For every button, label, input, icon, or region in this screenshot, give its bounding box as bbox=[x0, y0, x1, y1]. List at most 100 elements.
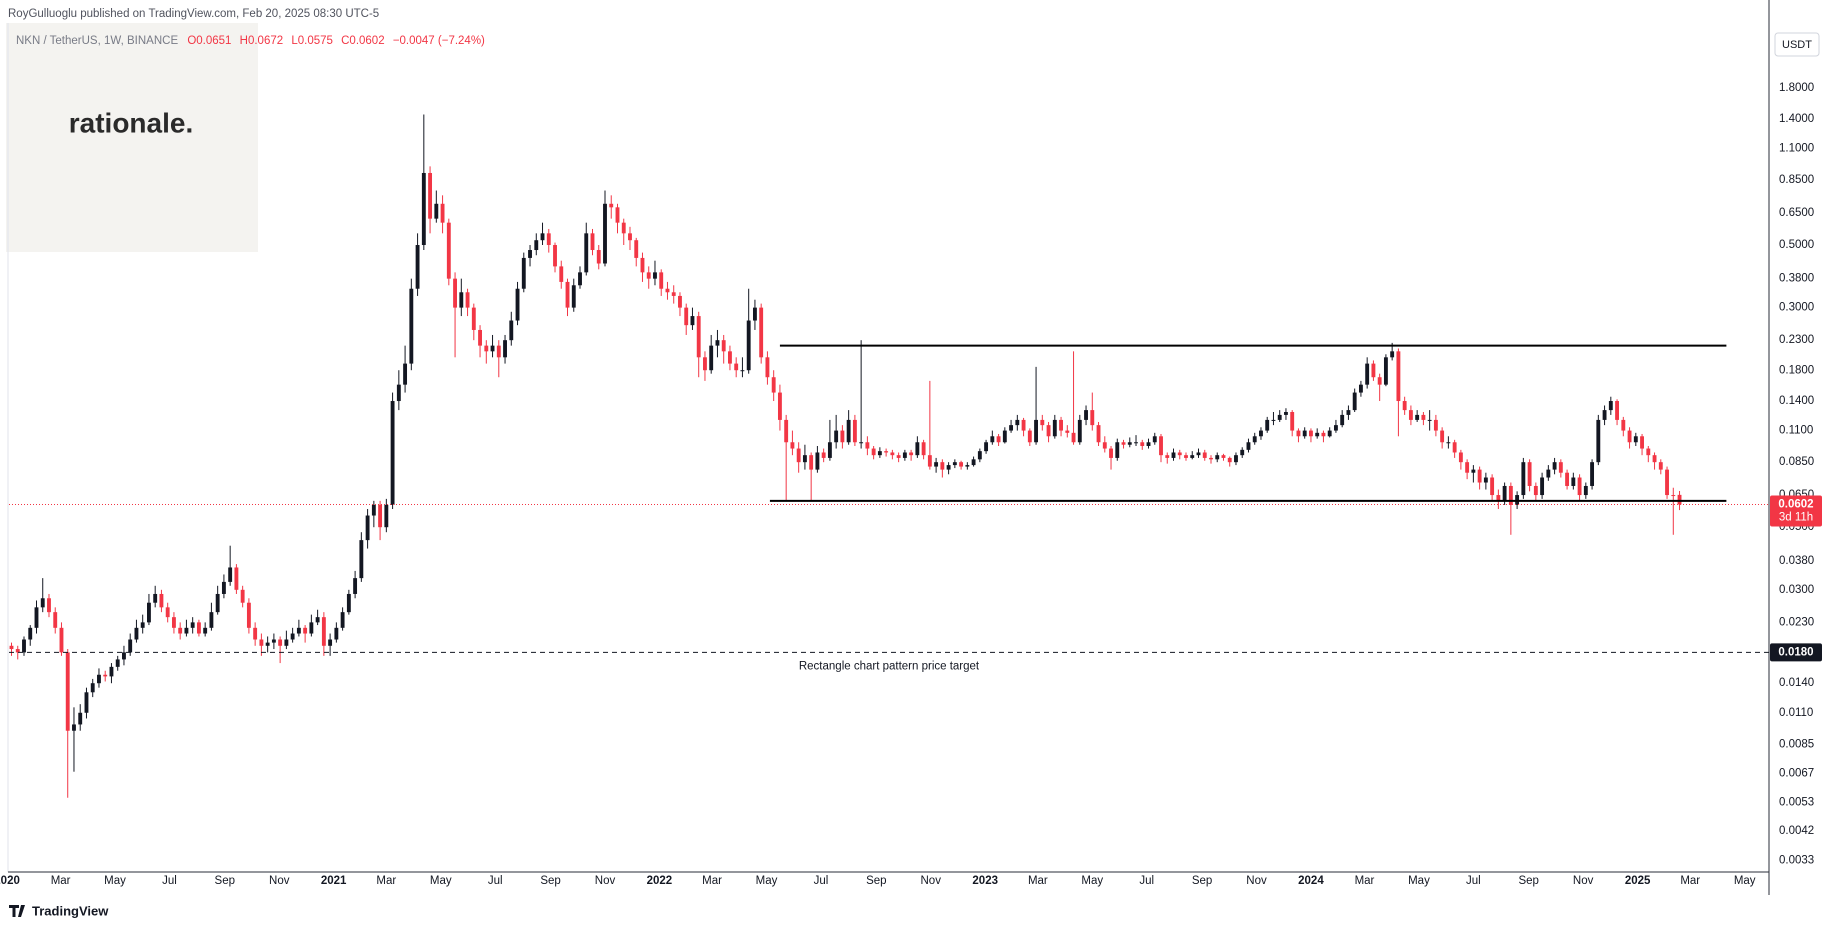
candle-body bbox=[234, 567, 239, 590]
candle-body bbox=[534, 240, 539, 251]
y-tick-label: 0.1800 bbox=[1779, 364, 1814, 376]
candle-body bbox=[1327, 430, 1332, 437]
candle-body bbox=[396, 384, 401, 402]
x-tick-label: 2024 bbox=[1298, 875, 1324, 887]
x-tick-label: Mar bbox=[702, 875, 722, 887]
candle-body bbox=[934, 462, 939, 467]
candle-body bbox=[852, 419, 857, 443]
candle-body bbox=[815, 452, 820, 470]
candle-body bbox=[1184, 455, 1188, 458]
candle-body bbox=[1558, 462, 1563, 473]
candle-body bbox=[153, 593, 158, 603]
candle-body bbox=[378, 504, 383, 528]
candle-body bbox=[1196, 452, 1201, 456]
candle-body bbox=[721, 340, 726, 352]
footer: TradingView bbox=[9, 903, 109, 918]
x-tick-label: May bbox=[1734, 875, 1756, 887]
candle-body bbox=[1390, 351, 1395, 358]
candle-body bbox=[1652, 455, 1657, 463]
candle-body bbox=[346, 593, 351, 613]
candle-body bbox=[384, 504, 389, 528]
x-tick-label: Sep bbox=[1518, 875, 1538, 887]
candle-body bbox=[1477, 469, 1482, 483]
candle-body bbox=[884, 451, 889, 453]
candle-body bbox=[734, 363, 739, 371]
candle-body bbox=[740, 370, 745, 372]
target-badge bbox=[1770, 643, 1822, 662]
candle-body bbox=[1190, 455, 1195, 458]
y-tick-label: 0.6500 bbox=[1779, 207, 1814, 219]
candle-body bbox=[503, 340, 507, 358]
candle-body bbox=[752, 307, 757, 321]
candle-body bbox=[1621, 419, 1626, 431]
candle-body bbox=[603, 203, 607, 264]
candle-body bbox=[1583, 485, 1588, 496]
candle-body bbox=[1096, 425, 1101, 443]
y-tick-label: 1.8000 bbox=[1779, 82, 1814, 94]
candle-body bbox=[927, 455, 932, 467]
countdown: 3d 11h bbox=[1779, 511, 1813, 523]
candle-body bbox=[1109, 448, 1113, 458]
candle-body bbox=[15, 649, 20, 653]
candle-body bbox=[403, 363, 408, 385]
ohlc-open: O0.0651 bbox=[187, 35, 231, 47]
candle-body bbox=[1340, 414, 1345, 426]
y-tick-label: 0.0085 bbox=[1779, 738, 1814, 750]
candle-body bbox=[390, 401, 395, 505]
candle-body bbox=[1421, 414, 1426, 420]
candle-body bbox=[1234, 455, 1238, 463]
candle-body bbox=[1383, 357, 1388, 385]
candle-body bbox=[1627, 430, 1632, 443]
candle-body bbox=[109, 666, 114, 677]
candle-body bbox=[671, 292, 676, 296]
candle-body bbox=[1052, 419, 1057, 437]
unit-box[interactable] bbox=[1774, 32, 1820, 57]
candle-body bbox=[1408, 410, 1413, 420]
candle-body bbox=[965, 465, 970, 467]
candle-body bbox=[546, 233, 551, 246]
y-tick-label: 0.0140 bbox=[1779, 677, 1814, 689]
candle-body bbox=[840, 430, 845, 443]
candle-body bbox=[1002, 430, 1007, 443]
candle-body bbox=[609, 203, 614, 208]
candle-body bbox=[128, 639, 133, 653]
candle-body bbox=[553, 245, 557, 267]
candle-body bbox=[790, 442, 795, 449]
y-tick-label: 0.3000 bbox=[1779, 302, 1814, 314]
x-tick-label: Sep bbox=[1192, 875, 1212, 887]
x-tick-label: Sep bbox=[866, 875, 886, 887]
candle-body bbox=[1102, 442, 1107, 449]
ohlc-close: C0.0602 bbox=[341, 35, 384, 47]
candle-body bbox=[578, 272, 582, 286]
candle-body bbox=[628, 233, 632, 241]
x-tick-label: Nov bbox=[1573, 875, 1594, 887]
candle-body bbox=[334, 627, 339, 640]
candle-body bbox=[415, 245, 420, 289]
candle-body bbox=[359, 540, 364, 579]
candle-body bbox=[1046, 425, 1051, 437]
candle-body bbox=[1552, 462, 1557, 470]
y-tick-label: 0.0110 bbox=[1779, 707, 1813, 719]
candle-body bbox=[290, 633, 295, 640]
candle-body bbox=[59, 627, 64, 653]
x-tick-label: Jul bbox=[1466, 875, 1481, 887]
logo: rationale. bbox=[69, 107, 193, 138]
candle-body bbox=[428, 172, 433, 219]
candle-body bbox=[1309, 430, 1313, 437]
candle-body bbox=[1271, 419, 1276, 421]
candle-body bbox=[678, 295, 682, 308]
candle-body bbox=[796, 448, 801, 463]
candle-body bbox=[1202, 452, 1207, 458]
x-tick-label: Sep bbox=[215, 875, 235, 887]
candle-body bbox=[771, 377, 776, 393]
footer-brand: TradingView bbox=[32, 903, 109, 918]
candle-body bbox=[103, 674, 108, 677]
x-tick-label: Nov bbox=[595, 875, 616, 887]
candle-body bbox=[1009, 425, 1014, 431]
candle-body bbox=[1608, 401, 1613, 411]
candle-body bbox=[827, 442, 832, 458]
candle-body bbox=[596, 250, 601, 264]
y-tick-label: 0.2300 bbox=[1779, 334, 1814, 346]
x-tick-label: Nov bbox=[269, 875, 290, 887]
